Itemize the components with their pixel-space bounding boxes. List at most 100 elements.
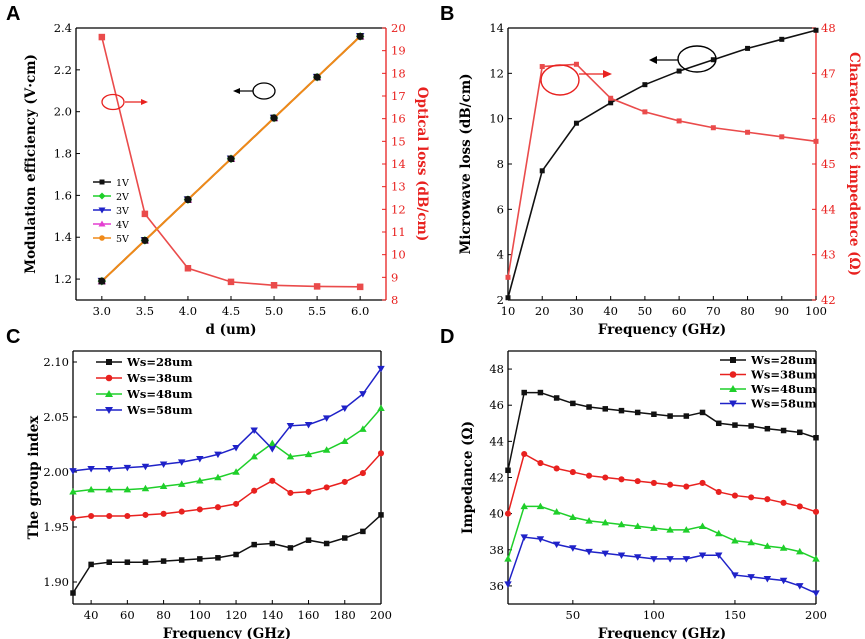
- annotation-arrowhead-black: [233, 88, 240, 94]
- y2-axis-title: Optical loss (dB/cm): [414, 87, 430, 241]
- data-point: [177, 480, 186, 487]
- x-tick-label: 80: [156, 608, 171, 622]
- legend-marker: [106, 359, 112, 365]
- data-point: [745, 129, 751, 135]
- data-point: [356, 32, 364, 40]
- annotation-ellipse-black: [252, 82, 276, 100]
- y-tick-label: 2.05: [43, 410, 69, 424]
- legend-label: Ws=48um: [126, 387, 193, 401]
- y-tick-label: 1.90: [43, 575, 69, 589]
- y2-tick-label: 9: [391, 270, 398, 284]
- data-point: [227, 155, 235, 163]
- y2-tick-label: 48: [821, 21, 836, 35]
- data-point: [570, 400, 576, 407]
- y2-tick-label: 11: [391, 225, 406, 239]
- data-point: [106, 559, 112, 565]
- y2-tick-label: 45: [821, 157, 836, 171]
- data-point: [676, 68, 682, 74]
- data-point: [602, 474, 609, 481]
- data-point: [233, 500, 240, 507]
- data-point: [633, 554, 642, 561]
- data-point: [812, 508, 820, 515]
- data-point: [537, 459, 544, 467]
- legend-label: Ws=28um: [750, 353, 817, 367]
- data-point: [232, 468, 240, 475]
- data-point: [304, 421, 313, 429]
- data-point: [341, 478, 348, 485]
- y-tick-label: 2.0: [54, 105, 72, 119]
- y-axis-title: Impedance (Ω): [460, 421, 476, 534]
- data-point: [715, 488, 722, 496]
- data-point: [196, 456, 204, 463]
- legend-marker: [729, 371, 737, 378]
- data-point: [505, 467, 511, 474]
- data-point: [141, 463, 150, 471]
- data-point: [552, 541, 561, 549]
- data-point: [585, 548, 593, 556]
- data-point: [763, 575, 772, 583]
- legend-marker: [98, 220, 106, 227]
- data-point: [682, 526, 691, 533]
- data-point: [504, 510, 512, 517]
- y-tick-label: 1.95: [43, 520, 69, 534]
- data-point: [287, 489, 294, 496]
- data-point: [250, 427, 258, 434]
- series-line-left-1: [72, 452, 382, 519]
- data-point: [106, 512, 113, 520]
- legend-label: Ws=28um: [126, 355, 193, 369]
- data-point: [608, 95, 614, 101]
- data-point: [313, 73, 321, 81]
- data-point: [682, 556, 691, 563]
- data-point: [88, 561, 94, 568]
- data-point: [87, 465, 95, 473]
- x-tick-label: 10: [501, 304, 516, 318]
- legend-marker: [98, 192, 106, 200]
- data-point: [377, 365, 385, 373]
- data-point: [780, 427, 787, 434]
- series-line-left-3: [72, 368, 382, 472]
- data-point: [698, 552, 707, 559]
- y-tick-label: 40: [489, 507, 504, 521]
- legend-label: Ws=58um: [126, 403, 193, 417]
- data-point: [184, 196, 192, 204]
- data-point: [142, 511, 149, 518]
- y2-tick-label: 12: [391, 202, 406, 216]
- data-point: [359, 425, 367, 432]
- data-point: [617, 552, 626, 559]
- data-point: [215, 555, 221, 561]
- data-point: [710, 57, 716, 63]
- data-point: [553, 395, 560, 401]
- legend-label: Ws=48um: [750, 382, 817, 396]
- x-tick-label: 90: [774, 304, 789, 318]
- data-point: [651, 411, 657, 417]
- data-point: [141, 210, 149, 218]
- chart-c: 40 60 80 100 120 140 160 180 200 1.90 1.95 2.00 2.05…: [26, 350, 392, 639]
- data-point: [178, 557, 185, 563]
- y-tick-label: 14: [489, 21, 504, 35]
- data-point: [196, 477, 204, 484]
- data-point: [569, 513, 577, 521]
- data-point: [796, 583, 804, 590]
- y-tick-label: 1.6: [54, 188, 72, 202]
- x-axis-title: d (um): [205, 322, 256, 338]
- data-point: [323, 484, 330, 491]
- data-point: [360, 528, 366, 535]
- legend-label: 4V: [116, 220, 129, 231]
- y2-tick-label: 19: [391, 44, 406, 58]
- data-point: [634, 409, 641, 416]
- y2-tick-label: 43: [821, 248, 836, 262]
- data-point: [715, 420, 722, 427]
- legend-marker: [730, 357, 736, 363]
- y2-axis-title: Characteristic impedence (Ω): [846, 52, 862, 276]
- data-point: [251, 487, 258, 494]
- y-tick-label: 1.2: [54, 272, 72, 286]
- data-point: [748, 494, 755, 501]
- data-point: [642, 109, 648, 115]
- data-point: [797, 429, 803, 436]
- data-point: [227, 278, 235, 286]
- data-point: [586, 472, 593, 479]
- data-point: [305, 488, 312, 495]
- data-point: [504, 555, 512, 562]
- data-point: [270, 114, 278, 122]
- data-point: [359, 391, 367, 398]
